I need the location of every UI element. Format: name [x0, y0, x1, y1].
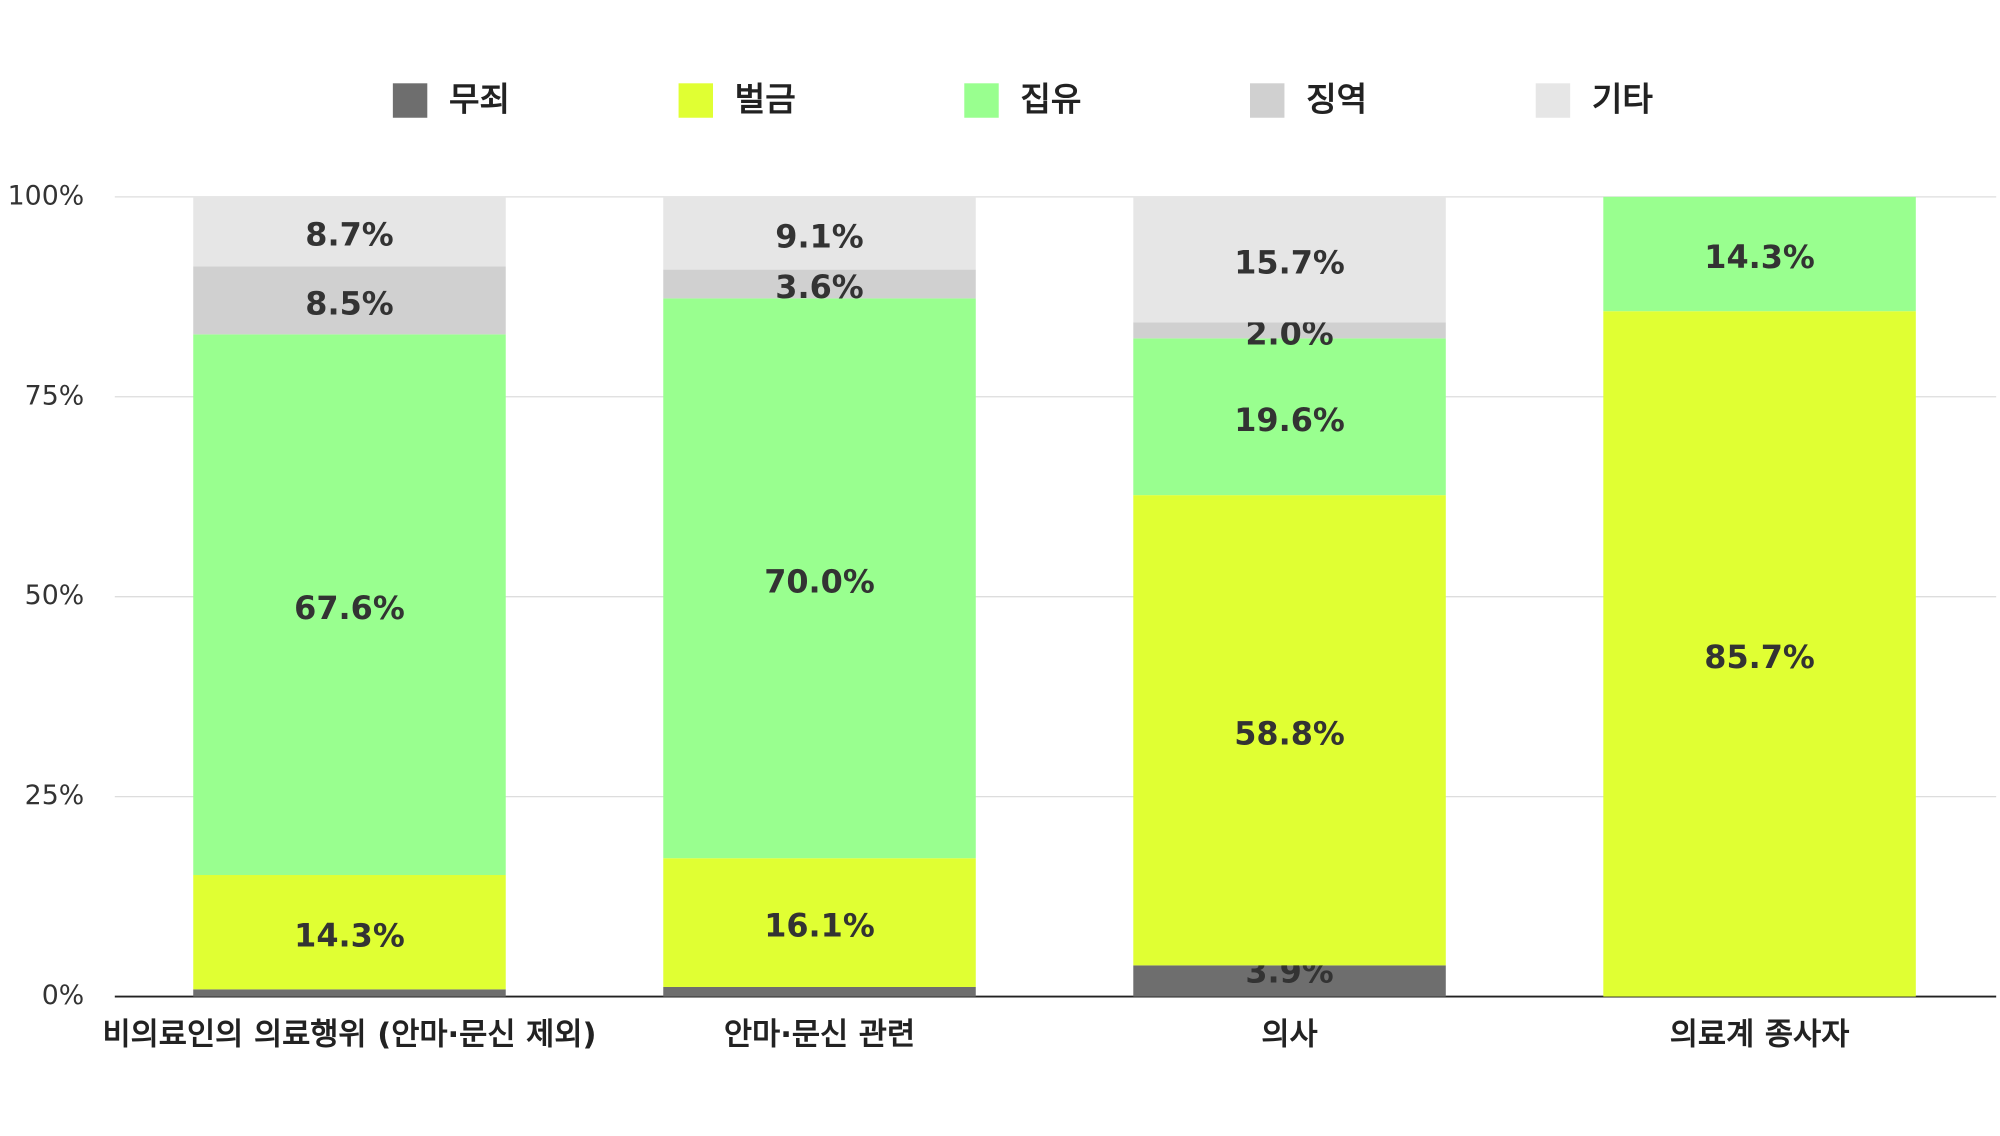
bar-segment [663, 269, 976, 299]
x-tick-label: 비의료인의 의료행위 (안마·문신 제외) [102, 1018, 596, 1053]
bar-segment [1133, 495, 1446, 966]
value-label: 67.6% [294, 589, 405, 627]
value-label: 85.7% [1704, 638, 1815, 676]
bar-segment [193, 196, 506, 267]
bar-segment [663, 298, 976, 859]
legend-label: 기타 [1592, 80, 1654, 119]
value-label: 15.7% [1234, 244, 1345, 282]
bar-segment [193, 875, 506, 990]
bar-segment [663, 858, 976, 987]
bar-segment [663, 196, 976, 270]
legend-label: 벌금 [735, 80, 796, 119]
value-label: 14.3% [294, 916, 405, 954]
legend-label: 집유 [1020, 80, 1081, 119]
legend-label: 징역 [1306, 80, 1367, 119]
legend-swatch [1535, 83, 1571, 118]
value-label: 19.6% [1234, 401, 1345, 439]
bar-segment [663, 986, 976, 997]
bar-segment [1603, 196, 1916, 312]
value-label: 58.8% [1234, 714, 1345, 752]
value-label: 9.1% [775, 217, 863, 255]
value-label: 3.6% [775, 268, 863, 306]
y-tick-label: 100% [8, 180, 85, 211]
x-tick-label: 의료계 종사자 [1670, 1018, 1850, 1053]
value-label: 70.0% [764, 562, 875, 600]
legend-swatch [964, 83, 999, 118]
bar-segment [1133, 965, 1446, 997]
bar-segment [193, 266, 506, 335]
bar-segment [1603, 311, 1916, 997]
value-label: 8.5% [305, 284, 393, 322]
y-tick-label: 0% [42, 980, 84, 1011]
legend-swatch [392, 83, 428, 118]
value-label: 14.3% [1704, 238, 1815, 276]
value-label: 16.1% [764, 907, 875, 945]
bar-segment [1133, 338, 1446, 496]
y-tick-label: 25% [25, 780, 85, 811]
bar-segment [193, 334, 506, 876]
value-label: 8.7% [305, 216, 393, 254]
legend-label: 무죄 [449, 80, 510, 119]
y-tick-label: 50% [25, 580, 85, 611]
legend-swatch [1250, 83, 1285, 118]
y-tick-label: 75% [25, 380, 85, 411]
legend-swatch [678, 83, 714, 118]
x-tick-label: 의사 [1261, 1018, 1317, 1053]
x-tick-label: 안마·문신 관련 [724, 1018, 915, 1053]
bar-segment [1133, 322, 1446, 339]
bar-segment [1133, 196, 1446, 323]
bar-segment [193, 989, 506, 997]
